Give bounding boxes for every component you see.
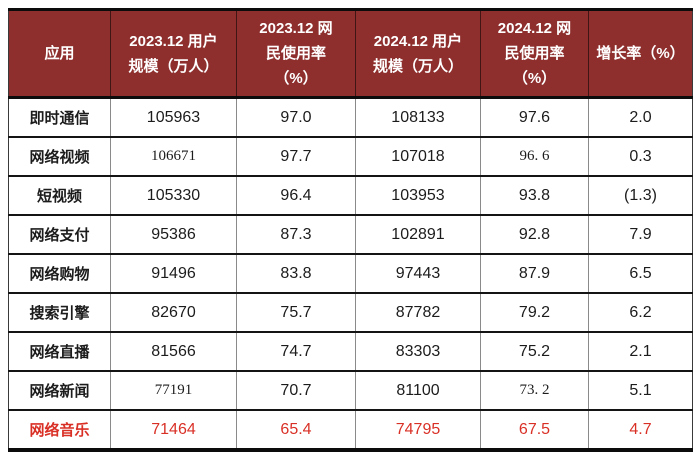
table-cell: 2.1	[588, 331, 693, 371]
table-row: 网络购物 91496 83.8 97443 87.9 6.5	[8, 253, 693, 293]
table-cell: 81100	[355, 370, 481, 410]
table-cell: 74795	[355, 409, 481, 450]
table-cell: 75.2	[480, 331, 589, 371]
table-row: 搜索引擎 82670 75.7 87782 79.2 6.2	[8, 292, 693, 332]
row-label: 网络新闻	[8, 370, 111, 410]
table-cell: 2.0	[588, 97, 693, 137]
table-cell: 95386	[110, 214, 237, 254]
row-label: 即时通信	[29, 110, 90, 127]
row-label: 网络购物	[8, 253, 111, 293]
header-cell-0: 应用	[8, 9, 111, 99]
header-cell-4: 2024.12 网 民使用率 （%）	[480, 9, 589, 99]
row-label: 网络支付	[8, 214, 111, 254]
header-cell-2: 2023.12 网 民使用率 （%）	[236, 9, 356, 99]
row-label: 网络直播	[8, 331, 111, 371]
table-cell: 82670	[110, 292, 237, 332]
table-cell: 7.9	[588, 214, 693, 254]
row-label: 短视频	[8, 175, 111, 215]
table-cell: 91496	[110, 253, 237, 293]
table-row: 网络支付 95386 87.3 102891 92.8 7.9	[8, 214, 693, 254]
table-cell: 107018	[355, 136, 481, 176]
table-cell: 97.0	[236, 97, 356, 137]
table-cell: (1.3)	[588, 175, 693, 215]
table-cell: 74.7	[236, 331, 356, 371]
table-cell: 83303	[355, 331, 481, 371]
table-cell: 0.3	[588, 136, 693, 176]
table-cell: 73. 2	[480, 370, 589, 410]
table-cell: 70.7	[236, 370, 356, 410]
internet-app-usage-table: 应用 2023.12 用户 规模（万人） 2023.12 网 民使用率 （%） 202…	[8, 8, 693, 452]
table-cell: 5.1	[588, 370, 693, 410]
table-cell: 92.8	[480, 214, 589, 254]
table-cell: 79.2	[480, 292, 589, 332]
table-cell: 106671	[110, 136, 237, 176]
header-cell-3: 2024.12 用户 规模（万人）	[355, 9, 481, 99]
table-row: 即时通信 105963 97.0 108133 97.6 2.0	[9, 97, 693, 137]
table-row: 网络新闻 77191 70.7 81100 73. 2 5.1	[8, 370, 693, 410]
table-cell: 4.7	[588, 409, 693, 450]
table-cell: 96. 6	[480, 136, 589, 176]
table-cell: 105330	[110, 175, 237, 215]
table-cell: 97.7	[236, 136, 356, 176]
table-cell: 97443	[355, 253, 481, 293]
table-cell: 75.7	[236, 292, 356, 332]
header-row: 应用 2023.12 用户 规模（万人） 2023.12 网 民使用率 （%） 202…	[8, 9, 693, 99]
table-cell: 96.4	[236, 175, 356, 215]
table-row: 网络视频 106671 97.7 107018 96. 6 0.3	[8, 136, 693, 176]
table-cell: 71464	[110, 409, 237, 450]
table-cell: 87.3	[236, 214, 356, 254]
table-cell: 67.5	[480, 409, 589, 450]
table-row: 网络音乐 71464 65.4 74795 67.5 4.7	[8, 409, 693, 450]
table-cell: 97.6	[480, 97, 589, 137]
table-cell: 65.4	[236, 409, 356, 450]
table-cell: 81566	[110, 331, 237, 371]
table-cell: 83.8	[236, 253, 356, 293]
header-cell-5: 增长率（%）	[588, 9, 693, 99]
table-cell: 77191	[110, 370, 237, 410]
table-cell: 103953	[355, 175, 481, 215]
table-cell: 6.5	[588, 253, 693, 293]
table-cell: 102891	[355, 214, 481, 254]
table-cell: 87782	[355, 292, 481, 332]
table-cell: 93.8	[480, 175, 589, 215]
header-cell-1: 2023.12 用户 规模（万人）	[110, 9, 237, 99]
table-cell: 87.9	[480, 253, 589, 293]
table-cell: 105963	[110, 97, 237, 137]
row-label: 网络视频	[8, 136, 111, 176]
table-body: 即时通信 105963 97.0 108133 97.6 2.0 网络视频 106671 97.…	[8, 97, 693, 450]
table-header: 应用 2023.12 用户 规模（万人） 2023.12 网 民使用率 （%） 202…	[8, 9, 693, 99]
table-cell: 6.2	[588, 292, 693, 332]
row-label: 网络音乐	[8, 409, 111, 450]
table-cell: 108133	[355, 97, 481, 137]
row-label: 搜索引擎	[8, 292, 111, 332]
table-row: 网络直播 81566 74.7 83303 75.2 2.1	[8, 331, 693, 371]
table-row: 短视频 105330 96.4 103953 93.8 (1.3)	[8, 175, 693, 215]
